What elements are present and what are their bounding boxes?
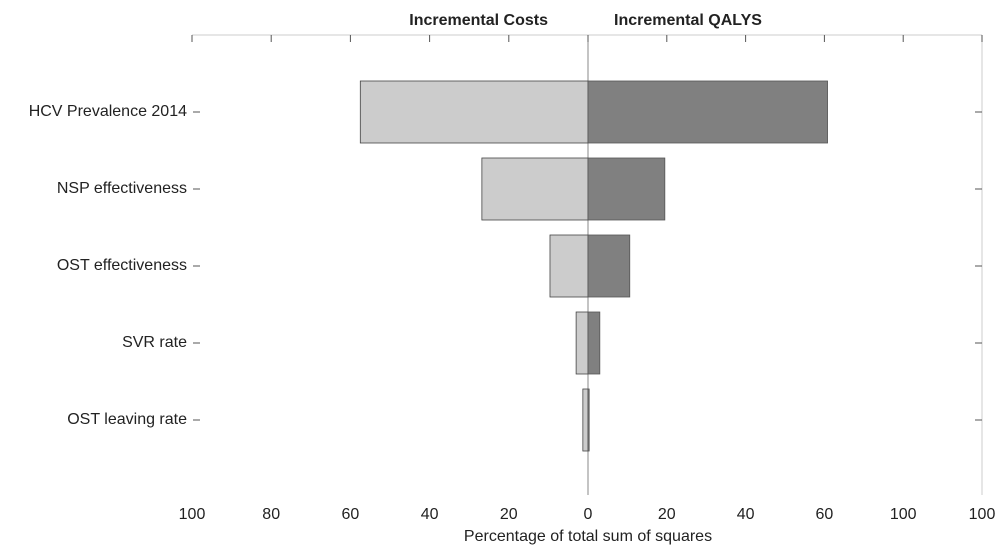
x-axis-label: Percentage of total sum of squares	[464, 528, 712, 545]
x-tick-label: 40	[421, 506, 439, 523]
bar	[582, 388, 589, 452]
series-title: Incremental QALYS	[614, 12, 762, 29]
y-tick-label: OST effectiveness	[57, 257, 187, 274]
y-tick-label: HCV Prevalence 2014	[29, 103, 187, 120]
x-tick-label: 20	[500, 506, 518, 523]
x-tick-label: 0	[584, 506, 593, 523]
x-tick-label: 100	[890, 506, 917, 523]
bar	[587, 157, 666, 221]
bar	[481, 157, 589, 221]
x-tick-label: 100	[969, 506, 996, 523]
bar	[549, 234, 589, 298]
bar	[587, 311, 601, 375]
x-tick-label: 20	[658, 506, 676, 523]
x-tick-label: 60	[816, 506, 834, 523]
x-tick-label: 40	[737, 506, 755, 523]
x-tick-label: 100	[179, 506, 206, 523]
y-tick-label: NSP effectiveness	[57, 180, 187, 197]
bar	[587, 388, 590, 452]
y-tick-label: OST leaving rate	[67, 411, 187, 428]
bar	[587, 80, 828, 144]
x-tick-label: 80	[262, 506, 280, 523]
y-tick-label: SVR rate	[122, 334, 187, 351]
bar	[575, 311, 589, 375]
x-tick-label: 60	[342, 506, 360, 523]
bar	[587, 234, 631, 298]
bar	[359, 80, 589, 144]
series-title: Incremental Costs	[409, 12, 548, 29]
